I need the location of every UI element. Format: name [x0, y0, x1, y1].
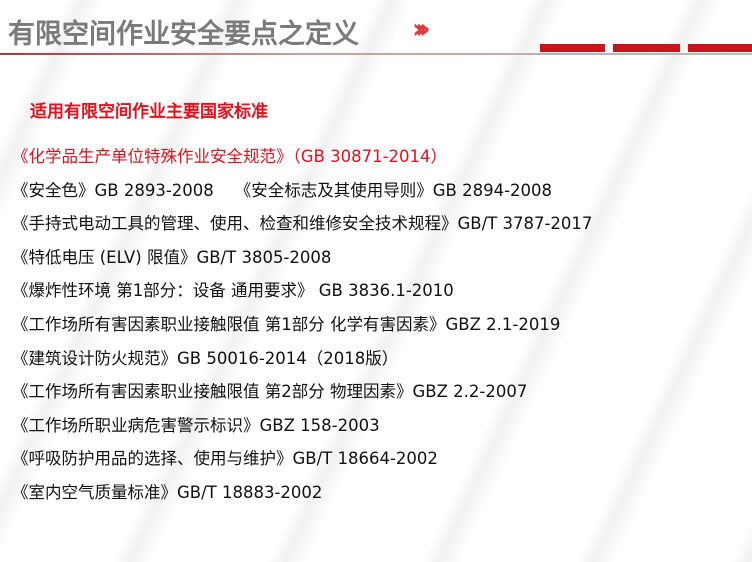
standard-item: 《工作场所有害因素职业接触限值 第2部分 物理因素》GBZ 2.2-2007 — [12, 382, 528, 402]
title-divider — [0, 53, 752, 55]
decorative-bar — [613, 44, 680, 52]
standard-item: 《手持式电动工具的管理、使用、检查和维修安全技术规程》GB/T 3787-201… — [12, 214, 593, 234]
decorative-bar — [688, 44, 752, 52]
standard-item: 《工作场所职业病危害警示标识》GBZ 158-2003 — [12, 415, 380, 435]
standards-list: 《化学品生产单位特殊作业安全规范》（GB 30871-2014） 《安全色》GB… — [12, 145, 592, 515]
standard-item: 《化学品生产单位特殊作业安全规范》（GB 30871-2014） — [12, 147, 448, 166]
standard-item: 《室内空气质量标准》GB/T 18883-2002 — [12, 482, 323, 502]
standard-item: 《呼吸防护用品的选择、使用与维护》GB/T 18664-2002 — [12, 449, 438, 469]
section-subtitle: 适用有限空间作业主要国家标准 — [30, 102, 268, 122]
standard-item: 《安全色》GB 2893-2008 《安全标志及其使用导则》GB 2894-20… — [12, 180, 553, 200]
standard-item: 《建筑设计防火规范》GB 50016-2014（2018版） — [12, 348, 399, 368]
standard-item: 《爆炸性环境 第1部分：设备 通用要求》 GB 3836.1-2010 — [12, 281, 454, 301]
standard-item: 《特低电压 (ELV) 限值》GB/T 3805-2008 — [12, 247, 332, 267]
slide-title: 有限空间作业安全要点之定义 — [8, 19, 359, 50]
standard-item: 《工作场所有害因素职业接触限值 第1部分 化学有害因素》GBZ 2.1-2019 — [12, 314, 561, 334]
decorative-bar — [540, 44, 605, 52]
double-chevron-right-icon: ››› — [412, 12, 430, 45]
